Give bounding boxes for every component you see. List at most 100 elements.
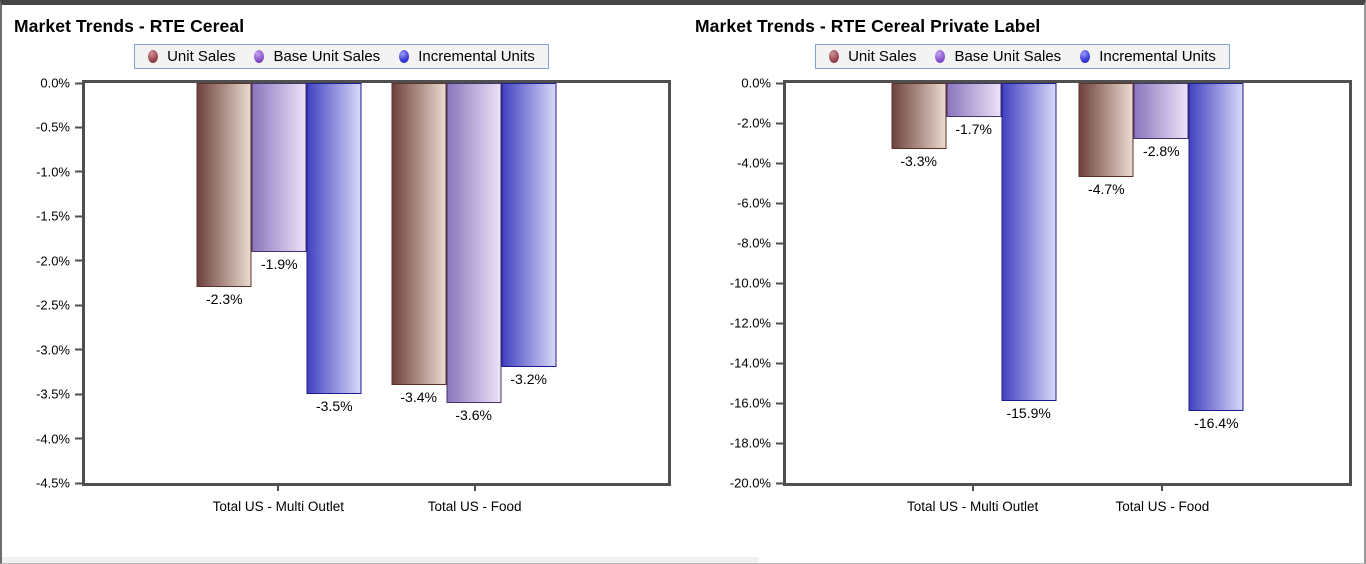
y-tick-mark [776,242,783,244]
legend-marker-icon [829,50,840,63]
bar-unit-sales [891,83,947,149]
chart-title: Market Trends - RTE Cereal [14,16,245,36]
legend-item-base-unit-sales: Base Unit Sales [935,48,1061,65]
bar-incremental-units [306,83,362,395]
bar-chart: 0.0% -2.0% -4.0% -6.0% -8.0% -10.0% -12.0% -14.… [693,76,1352,528]
y-tick: -4.0% [737,156,783,171]
legend-label: Incremental Units [418,48,535,65]
legend-label: Base Unit Sales [273,48,381,65]
y-tick-label: -1.0% [36,164,70,180]
y-tick: -1.0% [36,164,82,179]
y-tick-mark [776,322,783,324]
bar-incremental-units [1188,83,1244,411]
legend-item-unit-sales: Unit Sales [148,48,235,65]
bar-incremental-units [1001,83,1057,401]
bar-slot: -2.8% [1133,83,1189,483]
legend-box: Unit Sales Base Unit Sales Incremental Uni… [815,44,1230,69]
x-tick-mark [971,486,974,491]
x-tick-mark [473,486,476,491]
x-category-label: Total US - Food [1115,499,1210,514]
legend-row: Unit Sales Base Unit Sales Incremental Uni… [693,44,1352,69]
y-tick: -16.0% [730,396,783,411]
legend-item-incremental-units: Incremental Units [1080,48,1216,65]
legend-item-unit-sales: Unit Sales [829,48,916,65]
y-tick-label: -6.0% [737,195,771,211]
y-tick-mark [75,215,82,218]
legend-label: Unit Sales [167,48,236,65]
bar-value-label: -1.7% [955,121,992,137]
y-tick-label: -20.0% [729,475,771,491]
legend-marker-icon [254,50,265,63]
bar-slot: -3.6% [446,83,502,483]
legend-item-incremental-units: Incremental Units [399,48,535,65]
y-tick: -10.0% [730,276,783,291]
y-tick: -14.0% [730,356,783,371]
y-tick-label: -4.5% [36,475,70,491]
bar-value-label: -2.8% [1143,143,1180,159]
y-tick-label: -1.5% [36,208,70,224]
bar-base-unit-sales [946,83,1002,117]
bar-base-unit-sales [1133,83,1189,139]
bar-slot: -3.5% [306,83,362,483]
bar-unit-sales [1078,83,1134,177]
x-axis: Total US - Multi Outlet Total US - Food [82,486,671,528]
x-category-label: Total US - Food [427,499,522,514]
legend-label: Base Unit Sales [954,48,1062,65]
y-tick-mark [776,402,783,404]
bar-slot: -1.9% [251,83,307,483]
y-tick-mark [776,82,783,84]
bar-value-label: -3.3% [900,153,937,169]
y-tick-label: -8.0% [737,235,771,251]
y-tick-label: -12.0% [729,315,771,331]
legend-label: Unit Sales [848,48,917,65]
y-tick-mark [75,126,82,129]
y-tick: -2.5% [36,298,82,313]
y-tick-label: -16.0% [729,395,771,411]
x-category-label: Total US - Multi Outlet [212,499,344,514]
bottom-divider [2,557,759,563]
bar-value-label: -3.5% [316,398,353,415]
bar-group-2: -3.4% -3.6% -3.2% [391,83,557,483]
y-tick: -3.0% [36,342,82,357]
y-tick-mark [776,482,783,484]
y-tick: -0.5% [36,120,82,135]
y-tick: -3.5% [36,387,82,402]
y-tick-label: 0.0% [741,75,771,91]
chart-panel-rte-cereal: Market Trends - RTE Cereal Unit Sales Bas… [2,5,683,563]
legend-marker-icon [148,50,159,63]
x-tick-mark [1161,486,1164,491]
bar-slot: -3.2% [501,83,557,483]
y-tick-label: -2.5% [36,297,70,313]
y-tick-mark [75,304,82,307]
bar-value-label: -3.6% [455,407,492,423]
bar-slot: -15.9% [1001,83,1057,483]
y-tick-label: -4.0% [737,155,771,171]
legend-label: Incremental Units [1099,48,1216,65]
bar-value-label: -4.7% [1088,181,1125,197]
y-tick-mark [75,482,82,484]
y-tick-mark [75,393,82,396]
y-tick: -1.5% [36,209,82,224]
y-tick: 0.0% [741,76,783,91]
bar-value-label: -3.4% [400,389,437,406]
y-tick-label: -2.0% [36,253,70,269]
y-tick: -2.0% [737,116,783,131]
bar-value-label: -3.2% [510,371,547,388]
y-tick-label: -4.0% [36,431,70,447]
bar-slot: -2.3% [196,83,252,483]
bar-slot: -16.4% [1188,83,1244,483]
bar-value-label: -1.9% [261,255,298,272]
x-axis: Total US - Multi Outlet Total US - Food [783,486,1352,528]
legend-row: Unit Sales Base Unit Sales Incremental Uni… [12,44,671,69]
legend-item-base-unit-sales: Base Unit Sales [254,48,380,65]
y-tick-label: 0.0% [40,75,70,91]
bar-slot: -3.4% [391,83,447,483]
y-tick-mark [776,202,783,204]
y-tick-label: -14.0% [729,355,771,371]
y-tick-label: -2.0% [737,115,771,131]
bar-value-label: -2.3% [206,291,243,308]
bar-base-unit-sales [251,83,307,252]
plot-area: -3.3% -1.7% -15.9% -4.7% -2.8% -16.4% [783,80,1352,486]
chart-title: Market Trends - RTE Cereal Private Label [695,16,1041,36]
